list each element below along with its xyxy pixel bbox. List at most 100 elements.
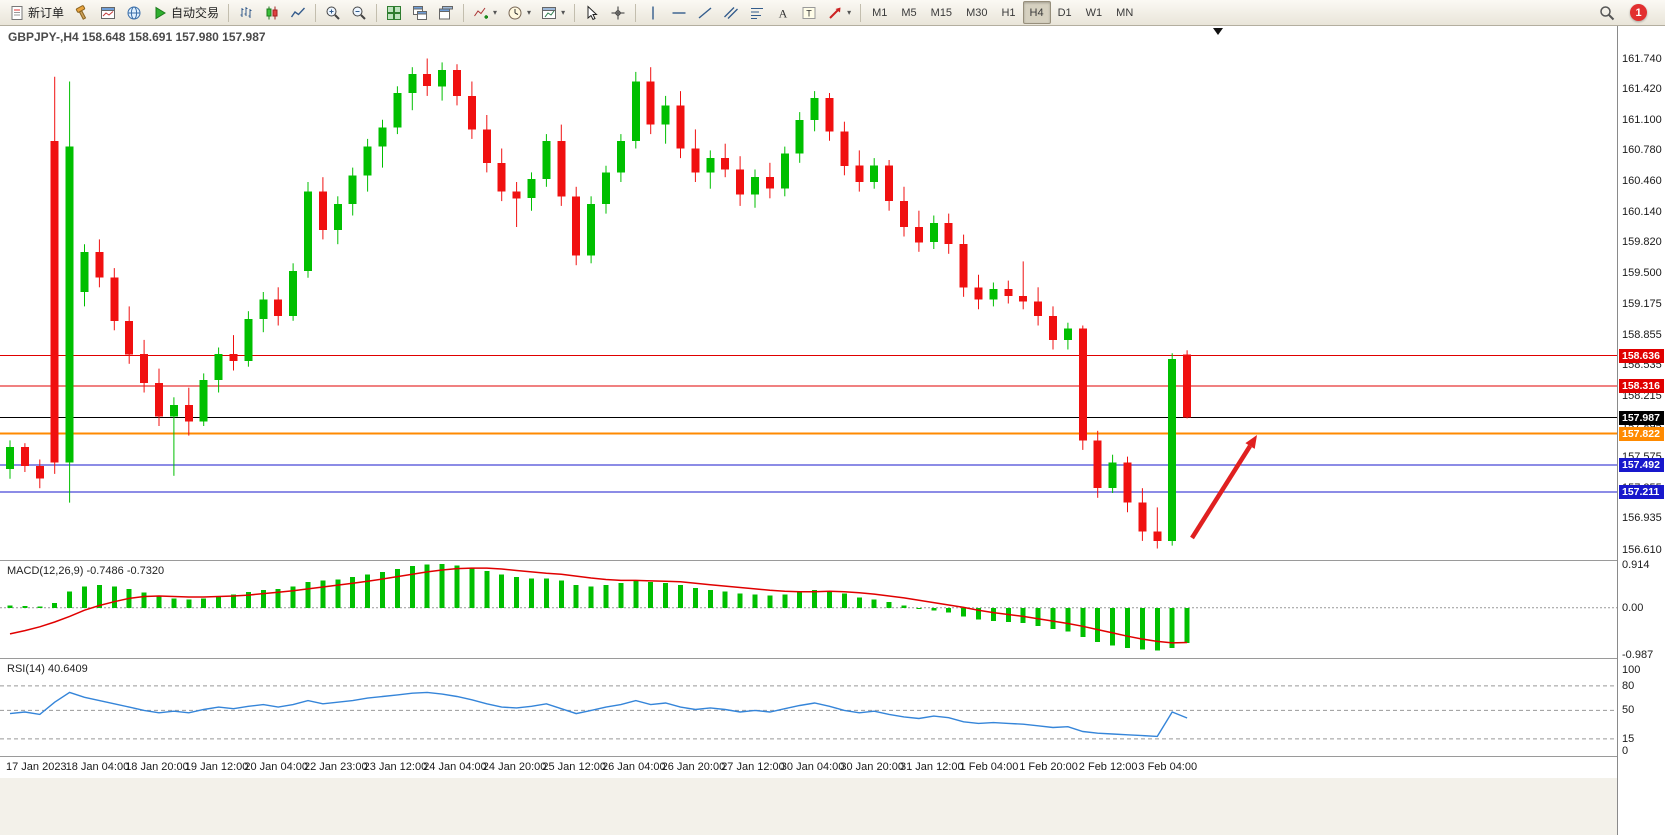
vertical-line-button[interactable] [640, 1, 666, 24]
price-tag: 158.316 [1619, 379, 1664, 394]
zoom-out-button[interactable] [346, 1, 372, 24]
play-icon [152, 5, 168, 21]
time-axis-label: 1 Feb 20:00 [1019, 761, 1078, 773]
zoom-in-button[interactable] [320, 1, 346, 24]
rsi-axis-label: 100 [1622, 663, 1641, 676]
search-button[interactable] [1594, 1, 1620, 24]
chevron-down-icon: ▾ [493, 8, 498, 17]
price-axis-label: 160.780 [1622, 144, 1662, 157]
indicators-button[interactable]: ▾ [468, 1, 502, 24]
bar-chart-icon [238, 5, 254, 21]
new-order-button[interactable]: 新订单 [4, 1, 69, 24]
rsi-label: RSI(14) 40.6409 [7, 663, 88, 675]
cascade-charts-button[interactable] [433, 1, 459, 24]
timeframe-h4-button-label: H4 [1029, 6, 1044, 19]
time-axis-label: 30 Jan 04:00 [780, 761, 845, 773]
web-request-button[interactable] [121, 1, 147, 24]
timeframe-d1-button[interactable]: D1 [1051, 1, 1079, 24]
timeframe-h4-button[interactable]: H4 [1022, 1, 1051, 24]
time-axis[interactable]: 17 Jan 2023 18 Jan 04:00 18 Jan 20:00 19 Ja… [0, 757, 1617, 778]
timeframe-mn-button[interactable]: MN [1109, 1, 1140, 24]
timeframe-h1-button-label: H1 [1001, 6, 1016, 19]
chart-window-button[interactable] [95, 1, 121, 24]
macd-label: MACD(12,26,9) -0.7486 -0.7320 [7, 565, 165, 577]
price-axis-label: 161.420 [1622, 83, 1662, 96]
text-button[interactable]: A [770, 1, 796, 24]
vertical-line-icon [645, 5, 661, 21]
price-axis-label: 156.935 [1622, 512, 1662, 525]
tile-windows-icon [386, 5, 402, 21]
horizontal-line-button[interactable] [666, 1, 692, 24]
arrange-charts-button[interactable] [407, 1, 433, 24]
macd-panel[interactable] [0, 561, 1617, 658]
time-axis-label: 25 Jan 12:00 [542, 761, 607, 773]
templates-button[interactable]: ▾ [536, 1, 570, 24]
price-axis-label: 160.460 [1622, 175, 1662, 187]
quote-line: GBPJPY-,H4 158.648 158.691 157.980 157.9… [8, 30, 266, 44]
time-axis-label: 20 Jan 04:00 [244, 761, 309, 773]
autotrading-button-label: 自动交易 [171, 6, 220, 20]
time-axis-label: 30 Jan 20:00 [840, 761, 905, 773]
line-chart-button[interactable] [285, 1, 311, 24]
shapes-button[interactable]: ▾ [822, 1, 856, 24]
bar-chart-button[interactable] [233, 1, 259, 24]
timeframe-m1-button[interactable]: M1 [865, 1, 894, 24]
macd-axis-label: 0.914 [1622, 558, 1650, 571]
panel-separator[interactable] [0, 756, 1665, 757]
periods-button[interactable]: ▾ [502, 1, 536, 24]
crosshair-button[interactable] [605, 1, 631, 24]
search-icon [1599, 5, 1615, 21]
panel-separator[interactable] [0, 658, 1665, 659]
tile-windows-button[interactable] [381, 1, 407, 24]
timeframe-m30-button[interactable]: M30 [959, 1, 994, 24]
chevron-down-icon: ▾ [527, 8, 532, 17]
line-chart-icon [290, 5, 306, 21]
globe-icon [126, 5, 142, 21]
toolbar-separator [860, 3, 862, 22]
zoom-in-icon [325, 5, 341, 21]
label-button[interactable]: T [796, 1, 822, 24]
toolbar-separator [315, 3, 317, 22]
timeframe-h1-button[interactable]: H1 [994, 1, 1022, 24]
time-axis-label: 24 Jan 04:00 [423, 761, 487, 773]
chart-tools-button[interactable] [69, 1, 95, 24]
time-axis-label: 26 Jan 20:00 [661, 761, 726, 773]
cursor-button[interactable] [579, 1, 605, 24]
rsi-axis-label: 0 [1622, 745, 1629, 758]
price-axis[interactable]: 161.740 161.420 161.100 160.780 160.460 160.1… [1617, 26, 1665, 835]
timeframe-m15-button[interactable]: M15 [924, 1, 959, 24]
price-axis-label: 159.500 [1622, 266, 1662, 279]
candlestick-button[interactable] [259, 1, 285, 24]
trendline-icon [697, 5, 713, 21]
add-indicator-icon [473, 5, 489, 21]
time-axis-label: 26 Jan 04:00 [602, 761, 666, 773]
timeframe-mn-button-label: MN [1116, 6, 1134, 19]
chart-shift-marker-icon[interactable] [1213, 28, 1223, 35]
cursor-icon [584, 4, 600, 21]
timeframe-m5-button-label: M5 [901, 6, 917, 19]
rsi-panel[interactable] [0, 659, 1617, 756]
time-axis-label: 31 Jan 12:00 [900, 761, 964, 773]
fibonacci-icon [749, 5, 765, 21]
main-chart-plot[interactable] [0, 26, 1617, 560]
rsi-axis-label: 15 [1622, 732, 1635, 745]
panel-separator[interactable] [0, 560, 1665, 561]
time-axis-label: 17 Jan 2023 [6, 761, 67, 773]
new-order-button-label: 新订单 [28, 6, 65, 20]
autotrading-button[interactable]: 自动交易 [147, 1, 224, 24]
chart-window-icon [100, 5, 116, 21]
toolbar-right: 1 [1594, 1, 1661, 24]
timeframe-m5-button[interactable]: M5 [894, 1, 923, 24]
rsi-axis-label: 80 [1622, 679, 1635, 692]
price-axis-label: 156.610 [1622, 543, 1662, 556]
price-tag: 157.211 [1619, 485, 1664, 499]
trendline-button[interactable] [692, 1, 718, 24]
channel-button[interactable] [718, 1, 744, 24]
cascade-charts-icon [438, 5, 454, 21]
time-axis-label: 19 Jan 12:00 [184, 761, 249, 773]
fibonacci-button[interactable] [744, 1, 770, 24]
timeframe-w1-button[interactable]: W1 [1079, 1, 1110, 24]
time-axis-label: 3 Feb 04:00 [1138, 761, 1198, 773]
time-axis-label: 2 Feb 12:00 [1078, 761, 1138, 773]
notifications-button[interactable]: 1 [1630, 4, 1647, 21]
